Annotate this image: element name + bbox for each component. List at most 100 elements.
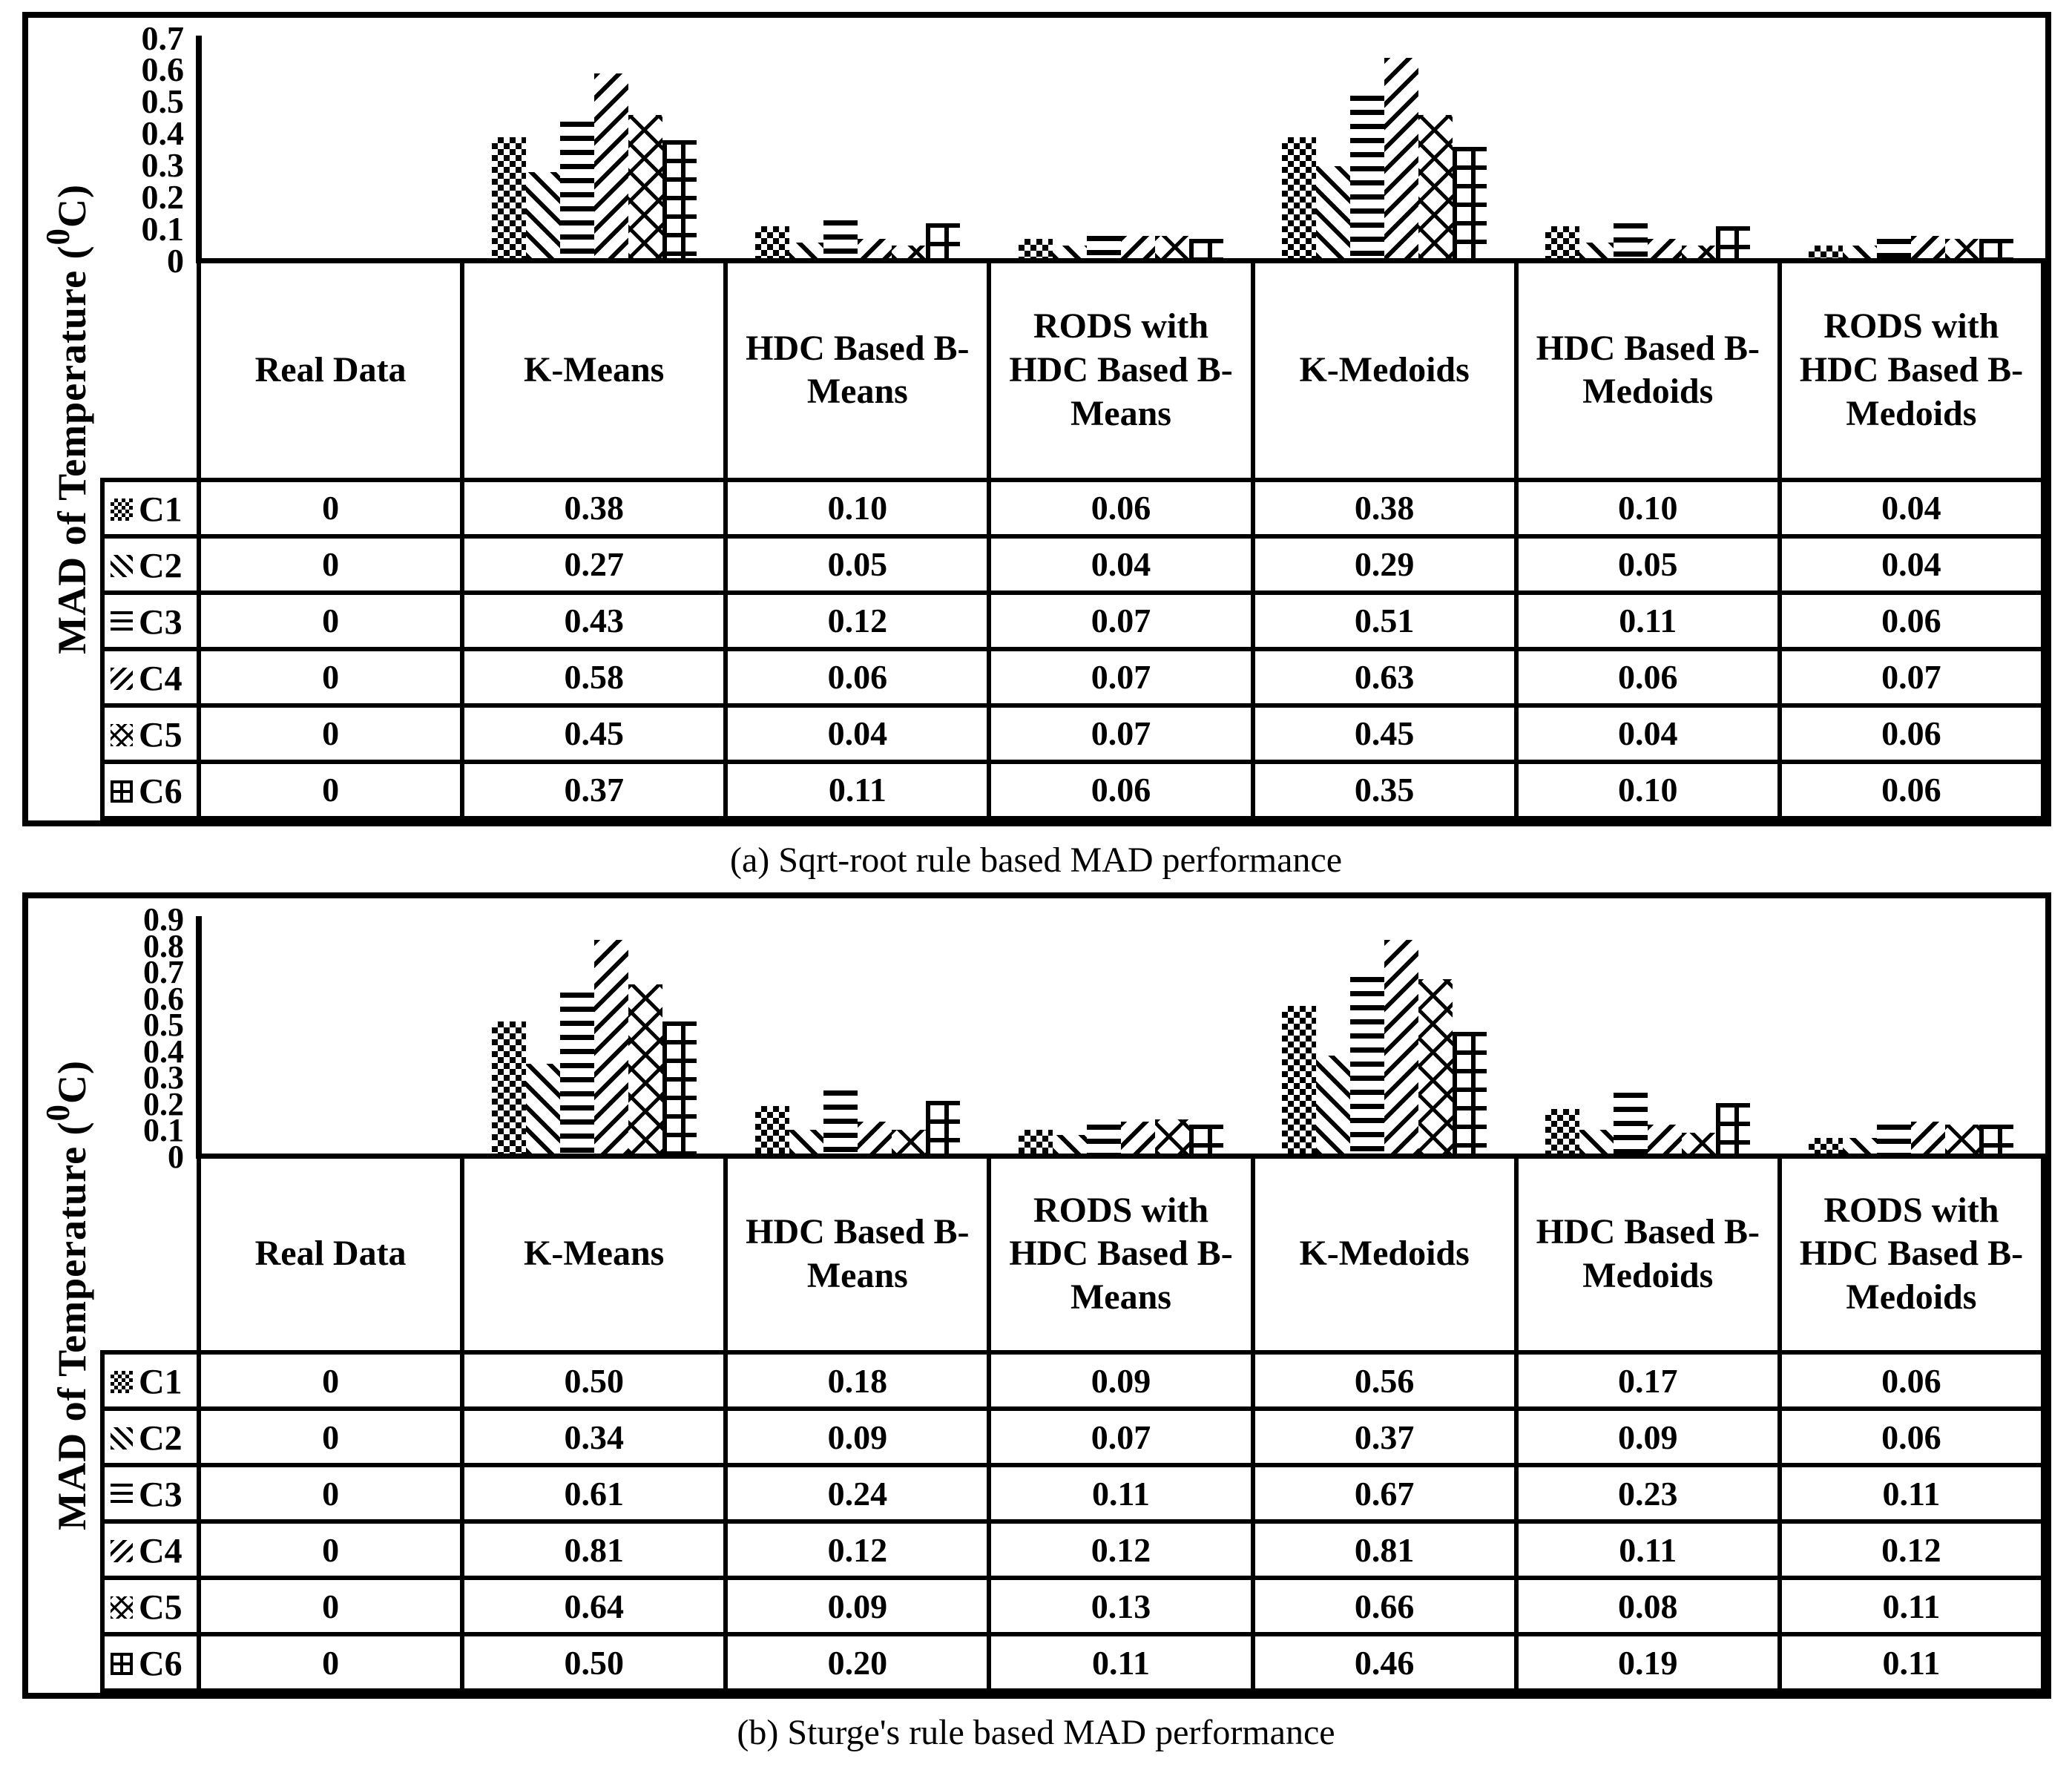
y-tick-label: 0.6 xyxy=(141,50,185,89)
row-spacer xyxy=(28,1521,102,1578)
value-c2-k-medoids: 0.29 xyxy=(1250,533,1519,595)
table-row-c1: C1 0 0.38 0.10 0.06 0.38 0.10 0.04 xyxy=(28,477,2046,539)
value-c6-hdc-based-b-medoids: 0.10 xyxy=(1513,759,1782,820)
value-c3-rods-with-hdc-based-b-medoids: 0.06 xyxy=(1777,590,2046,651)
y-tick-label: 0.2 xyxy=(141,177,185,216)
bar-c5-hdc-based-b-medoids xyxy=(1682,1132,1717,1154)
value-c2-k-means: 0.27 xyxy=(460,533,729,595)
value-c5-hdc-based-b-means: 0.04 xyxy=(723,702,992,764)
plot-area-k-means xyxy=(462,915,726,1159)
bar-c2-hdc-based-b-means xyxy=(789,243,823,258)
caption-b: (b) Sturge's rule based MAD performance xyxy=(737,1713,1335,1752)
bar-c2-k-medoids xyxy=(1316,1055,1351,1154)
column-header-rods-with-hdc-based-b-medoids: RODS with HDC Based B-Medoids xyxy=(1777,258,2046,482)
series-label-c3: C3 xyxy=(139,602,182,642)
value-c6-rods-with-hdc-based-b-medoids: 0.11 xyxy=(1777,1632,2046,1693)
bar-c3-hdc-based-b-medoids xyxy=(1614,223,1648,258)
plot-area-k-means xyxy=(462,36,726,263)
value-c6-hdc-based-b-medoids: 0.19 xyxy=(1513,1632,1782,1693)
column-header-k-medoids: K-Medoids xyxy=(1250,1154,1519,1355)
bar-c1-k-medoids xyxy=(1282,137,1317,258)
value-c5-k-medoids: 0.66 xyxy=(1250,1576,1519,1636)
y-tick-label: 0.6 xyxy=(143,980,184,1017)
value-c4-rods-with-hdc-based-b-medoids: 0.07 xyxy=(1777,646,2046,708)
series-label-c2: C2 xyxy=(139,1418,182,1458)
figure-a: 0.7 0.6 0.5 0.4 0.3 0.2 0.1 0 Real Data K-Means HD… xyxy=(28,19,2046,820)
chart-and-table: 0.7 0.6 0.5 0.4 0.3 0.2 0.1 0 Real Data K-Means HD… xyxy=(28,19,2046,820)
legend-c2: C2 xyxy=(100,533,201,595)
bar-c6-k-means xyxy=(662,1021,697,1154)
value-c2-hdc-based-b-medoids: 0.05 xyxy=(1513,533,1782,595)
bar-c1-hdc-based-b-means xyxy=(754,1105,789,1154)
horizontal-lines-swatch-icon xyxy=(111,1484,133,1507)
column-header-k-means: K-Means xyxy=(460,258,729,482)
value-c1-k-means: 0.50 xyxy=(460,1350,729,1411)
value-c1-hdc-based-b-medoids: 0.17 xyxy=(1513,1350,1782,1411)
row-spacer xyxy=(28,479,102,536)
y-tick-label: 0.4 xyxy=(143,1033,184,1070)
series-label-c1: C1 xyxy=(139,490,182,530)
plot-row: 0.9 0.8 0.7 0.6 0.5 0.4 0.3 0.2 0.1 0 xyxy=(28,902,2043,1175)
bar-c2-hdc-based-b-means xyxy=(789,1129,823,1154)
legend-c6: C6 xyxy=(100,759,201,820)
value-c3-rods-with-hdc-based-b-means: 0.11 xyxy=(987,1463,1255,1524)
column-header-k-medoids: K-Medoids xyxy=(1250,258,1519,482)
checkerboard-swatch-icon xyxy=(111,498,133,521)
series-label-c6: C6 xyxy=(139,771,182,812)
bar-group-k-medoids xyxy=(1253,916,1516,1154)
value-c3-real-data: 0 xyxy=(196,590,465,651)
bar-c6-rods-with-hdc-based-b-means xyxy=(1188,239,1223,258)
bar-c6-hdc-based-b-medoids xyxy=(1716,226,1751,258)
plot-area-rods-with-hdc-based-b-means xyxy=(989,915,1253,1159)
value-c5-real-data: 0 xyxy=(196,1576,465,1636)
bar-c5-hdc-based-b-means xyxy=(891,1129,926,1154)
table-row-c4: C4 0 0.81 0.12 0.12 0.81 0.11 0.12 xyxy=(28,1519,2046,1580)
bar-c6-rods-with-hdc-based-b-means xyxy=(1188,1124,1223,1154)
value-c1-rods-with-hdc-based-b-means: 0.09 xyxy=(987,1350,1255,1411)
value-c2-hdc-based-b-medoids: 0.09 xyxy=(1513,1406,1782,1467)
diagonal-down-swatch-icon xyxy=(111,554,133,577)
value-c5-rods-with-hdc-based-b-medoids: 0.06 xyxy=(1777,702,2046,764)
value-c6-rods-with-hdc-based-b-means: 0.06 xyxy=(987,759,1255,820)
y-tick-label: 0.5 xyxy=(143,1007,184,1044)
value-c4-rods-with-hdc-based-b-means: 0.12 xyxy=(987,1519,1255,1580)
plot-area-hdc-based-b-medoids xyxy=(1516,36,1780,263)
legend-c5: C5 xyxy=(100,702,201,764)
table-row-c4: C4 0 0.58 0.06 0.07 0.63 0.06 0.07 xyxy=(28,646,2046,708)
value-c1-hdc-based-b-means: 0.18 xyxy=(723,1350,992,1411)
diagonal-up-swatch-icon xyxy=(111,1540,133,1563)
row-spacer xyxy=(28,761,102,818)
diagonal-down-swatch-icon xyxy=(111,1427,133,1450)
value-c5-k-means: 0.64 xyxy=(460,1576,729,1636)
bar-c4-rods-with-hdc-based-b-means xyxy=(1120,236,1155,258)
value-c5-rods-with-hdc-based-b-means: 0.13 xyxy=(987,1576,1255,1636)
table-row-c3: C3 0 0.43 0.12 0.07 0.51 0.11 0.06 xyxy=(28,590,2046,651)
bar-c2-k-means xyxy=(525,172,560,258)
column-header-hdc-based-b-medoids: HDC Based B-Medoids xyxy=(1513,1154,1782,1355)
value-c4-rods-with-hdc-based-b-medoids: 0.12 xyxy=(1777,1519,2046,1580)
y-tick-label: 0.3 xyxy=(143,1059,184,1096)
value-c6-rods-with-hdc-based-b-medoids: 0.06 xyxy=(1777,759,2046,820)
value-c2-rods-with-hdc-based-b-means: 0.04 xyxy=(987,533,1255,595)
series-label-c5: C5 xyxy=(139,1587,182,1628)
panel-sqrt-root-chart: MAD of Temperature (0C) 0.7 0.6 0.5 0.4 0.3 0… xyxy=(22,12,2051,826)
legend-c1: C1 xyxy=(100,477,201,539)
bar-group-k-means xyxy=(462,916,726,1154)
table-row-c5: C5 0 0.64 0.09 0.13 0.66 0.08 0.11 xyxy=(28,1576,2046,1636)
y-tick-label: 0.8 xyxy=(143,927,184,964)
row-spacer xyxy=(28,705,102,762)
value-c1-real-data: 0 xyxy=(196,477,465,539)
bar-group-real-data xyxy=(202,36,462,258)
column-header-real-data: Real Data xyxy=(196,258,465,482)
bar-c2-hdc-based-b-medoids xyxy=(1579,243,1614,258)
bar-c5-k-means xyxy=(628,115,662,258)
value-c1-hdc-based-b-medoids: 0.10 xyxy=(1513,477,1782,539)
bar-group-hdc-based-b-medoids xyxy=(1516,36,1780,258)
bar-c3-rods-with-hdc-based-b-means xyxy=(1086,1124,1121,1154)
value-c5-rods-with-hdc-based-b-medoids: 0.11 xyxy=(1777,1576,2046,1636)
value-c3-hdc-based-b-medoids: 0.11 xyxy=(1513,590,1782,651)
bar-c4-hdc-based-b-medoids xyxy=(1648,1124,1683,1154)
value-c6-k-medoids: 0.35 xyxy=(1250,759,1519,820)
bar-group-hdc-based-b-means xyxy=(726,916,989,1154)
value-c3-rods-with-hdc-based-b-medoids: 0.11 xyxy=(1777,1463,2046,1524)
